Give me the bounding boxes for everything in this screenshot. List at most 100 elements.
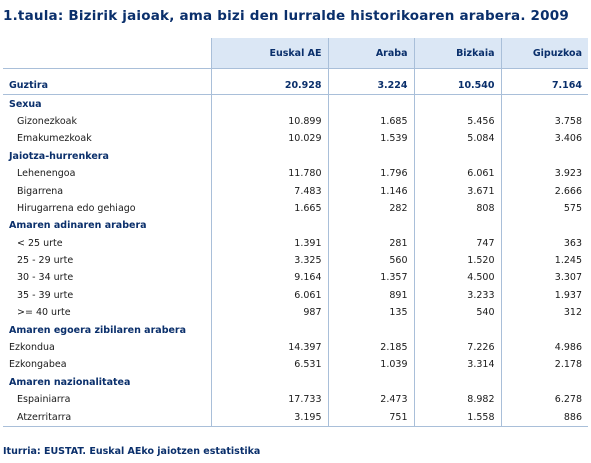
- row-value: 363: [563, 237, 582, 249]
- total-value: 7.164: [501, 77, 588, 96]
- empty-cell: [501, 217, 588, 234]
- empty-cell: [211, 147, 329, 165]
- header-euskal-ae: Euskal AE: [211, 38, 329, 69]
- row-value: 7.483: [211, 182, 329, 200]
- row-value: 10.899: [211, 112, 329, 131]
- section-header-row: Amaren egoera zibilaren arabera: [3, 321, 588, 339]
- table-row: >= 40 urte 987 135 540 312: [3, 304, 588, 322]
- row-value: 560: [328, 251, 415, 270]
- row-value: 3.758: [554, 115, 582, 127]
- row-value: 282: [328, 199, 415, 218]
- row-value: 2.178: [554, 359, 582, 371]
- total-value: 10.540: [414, 77, 502, 96]
- row-value: 3.325: [211, 251, 329, 270]
- row-label: Ezkongabea: [3, 356, 212, 374]
- row-value: 281: [328, 234, 415, 252]
- row-value: 1.146: [328, 182, 415, 200]
- row-value: 3.671: [414, 182, 502, 200]
- row-label: Emakumezkoak: [3, 130, 212, 148]
- row-value: 1.665: [211, 199, 329, 218]
- header-row: Euskal AE Araba Bizkaia Gipuzkoa: [3, 38, 588, 69]
- row-label: Bigarrena: [3, 182, 212, 200]
- section-label: Amaren nazionalitatea: [3, 373, 212, 392]
- table-row: Ezkongabea 6.531 1.039 3.314 2.178: [3, 356, 588, 374]
- row-value: 14.397: [211, 338, 329, 357]
- row-value: 4.986: [554, 342, 582, 354]
- row-label: 35 - 39 urte: [3, 286, 212, 305]
- row-value: 5.084: [414, 130, 502, 148]
- row-value: 6.061: [211, 286, 329, 305]
- header-gipuzkoa: Gipuzkoa: [501, 38, 588, 69]
- row-value: 6.278: [554, 394, 582, 406]
- empty-cell: [414, 147, 502, 165]
- row-value: 1.357: [328, 269, 415, 287]
- table-row: < 25 urte 1.391 281 747 363: [3, 234, 588, 252]
- row-value: 540: [414, 304, 502, 322]
- row-value: 11.780: [211, 164, 329, 183]
- empty-cell: [211, 94, 329, 113]
- row-label: 25 - 29 urte: [3, 251, 212, 270]
- total-value: 3.224: [328, 77, 415, 96]
- row-value: 751: [328, 408, 415, 427]
- row-value: 1.520: [414, 251, 502, 270]
- row-value: 747: [414, 234, 502, 252]
- table-row: Espainiarra 17.733 2.473 8.982 6.278: [3, 391, 588, 409]
- row-value: 3.406: [554, 133, 582, 145]
- header-araba: Araba: [328, 38, 415, 69]
- empty-cell: [501, 95, 588, 113]
- table-row: Bigarrena 7.483 1.146 3.671 2.666: [3, 182, 588, 200]
- empty-cell: [328, 147, 415, 165]
- row-value: 1.937: [554, 289, 582, 301]
- table-row: 35 - 39 urte 6.061 891 3.233 1.937: [3, 286, 588, 305]
- row-value: 3.314: [414, 356, 502, 374]
- row-value: 312: [563, 307, 582, 319]
- row-value: 575: [563, 202, 582, 214]
- table-title: 1.taula: Bizirik jaioak, ama bizi den lu…: [3, 8, 569, 24]
- row-label: Ezkondua: [3, 338, 212, 357]
- row-value: 3.195: [211, 408, 329, 427]
- section-label: Amaren egoera zibilaren arabera: [3, 321, 212, 339]
- total-label: Guztira: [3, 77, 212, 96]
- row-value: 1.039: [328, 356, 415, 374]
- empty-cell: [328, 373, 415, 392]
- table-row: Gizonezkoak 10.899 1.685 5.456 3.758: [3, 112, 588, 131]
- empty-cell: [414, 217, 502, 235]
- row-value: 4.500: [414, 269, 502, 287]
- table-row: Ezkondua 14.397 2.185 7.226 4.986: [3, 338, 588, 357]
- row-value: 886: [501, 408, 588, 427]
- empty-cell: [328, 321, 415, 339]
- empty-cell: [501, 321, 588, 338]
- row-value: 987: [211, 304, 329, 322]
- row-value: 3.923: [554, 168, 582, 180]
- empty-cell: [414, 373, 502, 392]
- data-table: Euskal AE Araba Bizkaia Gipuzkoa Guztira…: [3, 38, 588, 427]
- row-value: 17.733: [211, 391, 329, 409]
- table-row: Emakumezkoak 10.029 1.539 5.084 3.406: [3, 130, 588, 148]
- table-row: 25 - 29 urte 3.325 560 1.520 1.245: [3, 251, 588, 270]
- row-value: 2.666: [554, 185, 582, 197]
- row-value: 8.982: [414, 391, 502, 409]
- row-value: 1.558: [414, 408, 502, 427]
- empty-cell: [211, 373, 329, 392]
- empty-cell: [414, 321, 502, 339]
- header-bizkaia: Bizkaia: [414, 38, 502, 69]
- empty-cell: [328, 94, 415, 113]
- row-label: Gizonezkoak: [3, 112, 212, 131]
- row-value: 7.226: [414, 338, 502, 357]
- empty-cell: [328, 217, 415, 235]
- total-value: 20.928: [211, 77, 329, 96]
- row-value: 6.061: [414, 164, 502, 183]
- row-value: 10.029: [211, 130, 329, 148]
- row-label: Lehenengoa: [3, 164, 212, 183]
- row-value: 3.307: [554, 272, 582, 284]
- section-label: Amaren adinaren arabera: [3, 217, 212, 235]
- header-blank: [3, 38, 212, 69]
- row-label: Atzerritarra: [3, 408, 212, 427]
- empty-cell: [501, 374, 588, 391]
- empty-cell: [501, 148, 588, 165]
- row-label: Hirugarrena edo gehiago: [3, 199, 212, 218]
- row-value: 891: [328, 286, 415, 305]
- row-label: < 25 urte: [3, 234, 212, 252]
- row-value: 5.456: [414, 112, 502, 131]
- row-value: 135: [328, 304, 415, 322]
